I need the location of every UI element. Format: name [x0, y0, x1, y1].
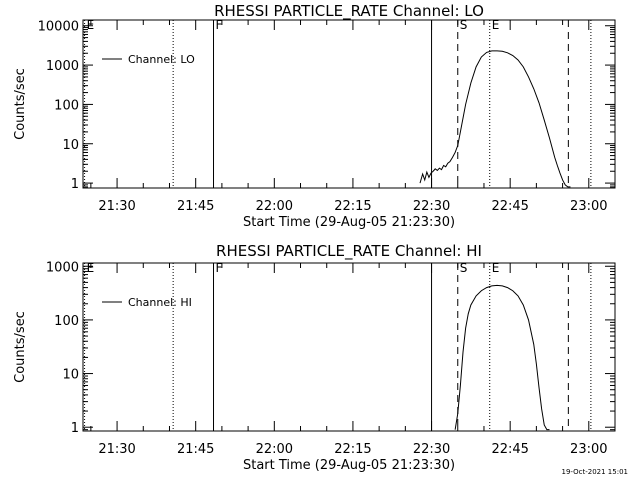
x-tick-label: 23:00: [570, 199, 607, 214]
x-tick-label: 21:45: [177, 199, 214, 214]
x-tick-label: 22:30: [413, 199, 450, 214]
x-tick-label: 22:30: [413, 442, 450, 457]
marker-label: S: [460, 18, 468, 32]
x-tick-label: 22:45: [491, 442, 528, 457]
x-axis-label: Start Time (29-Aug-05 21:23:30): [243, 215, 455, 230]
marker-label: E: [492, 18, 500, 32]
y-tick-label: 10: [62, 368, 79, 383]
x-tick-label: 22:15: [334, 199, 371, 214]
marker-label: E: [492, 261, 500, 275]
y-axis-label: Counts/sec: [13, 68, 28, 140]
marker-label: F: [216, 261, 223, 275]
timestamp: 19-Oct-2021 15:01: [562, 468, 628, 476]
chart-title: RHESSI PARTICLE_RATE Channel: HI: [216, 242, 482, 261]
x-tick-label: 22:15: [334, 442, 371, 457]
y-tick-label: 100: [54, 314, 79, 329]
y-axis-label: Counts/sec: [13, 311, 28, 383]
y-tick-label: 1: [71, 421, 79, 436]
x-tick-label: 23:00: [570, 442, 607, 457]
plot-frame: [82, 19, 616, 189]
chart-title: RHESSI PARTICLE_RATE Channel: LO: [214, 2, 484, 21]
marker-label: S: [460, 261, 468, 275]
legend-label: Channel: LO: [128, 53, 195, 66]
panel-2: RHESSI PARTICLE_RATE Channel: HI Counts/s…: [13, 242, 616, 473]
legend-label: Channel: HI: [128, 296, 192, 309]
series-line: [419, 50, 571, 188]
x-axis-label: Start Time (29-Aug-05 21:23:30): [243, 458, 455, 473]
x-tick-label: 22:00: [256, 199, 293, 214]
y-tick-label: 1: [71, 177, 79, 192]
plot-frame: [82, 262, 616, 432]
x-tick-label: 21:30: [98, 199, 135, 214]
x-tick-label: 21:30: [98, 442, 135, 457]
y-tick-label: 1000: [46, 260, 79, 275]
panel-1: RHESSI PARTICLE_RATE Channel: LO Counts/s…: [13, 2, 616, 230]
y-tick-label: 10: [62, 138, 79, 153]
y-tick-label: 10000: [38, 20, 79, 35]
y-tick-label: 100: [54, 98, 79, 113]
y-tick-label: 1000: [46, 59, 79, 74]
x-tick-label: 21:45: [177, 442, 214, 457]
x-tick-label: 22:00: [256, 442, 293, 457]
marker-label: F: [216, 18, 223, 32]
x-tick-label: 22:45: [491, 199, 528, 214]
series-line: [454, 284, 550, 431]
